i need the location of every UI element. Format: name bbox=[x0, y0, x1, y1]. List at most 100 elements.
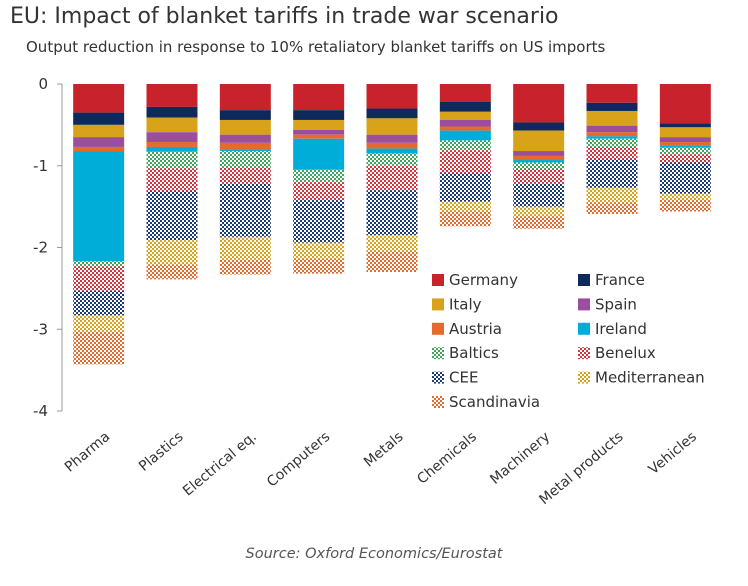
bar-segment-scandinavia bbox=[513, 216, 565, 229]
bar-segment-benelux bbox=[219, 167, 271, 184]
bar-segment-scandinavia bbox=[219, 259, 271, 275]
source-note: Source: Oxford Economics/Eurostat bbox=[245, 546, 503, 562]
bar-segment-baltics bbox=[293, 169, 345, 183]
bar-segment-austria bbox=[439, 126, 491, 131]
x-tick-label: Chemicals bbox=[414, 429, 480, 488]
bar-segment-ireland bbox=[586, 136, 638, 139]
bar-segment-austria bbox=[73, 146, 125, 152]
y-tick-label: 0 bbox=[38, 75, 48, 93]
bar-segment-austria bbox=[659, 142, 711, 146]
bar-segment-mediterranean bbox=[146, 240, 198, 265]
bar-segment-benelux bbox=[146, 168, 198, 192]
bar-segment-france bbox=[73, 112, 125, 125]
bar-segment-germany bbox=[513, 84, 565, 123]
legend-label: CEE bbox=[449, 369, 478, 387]
bar-segment-germany bbox=[293, 84, 345, 111]
legend-label: Baltics bbox=[449, 344, 499, 362]
legend-swatch bbox=[578, 371, 590, 384]
legend-swatch bbox=[578, 298, 590, 311]
legend-label: Ireland bbox=[595, 320, 647, 338]
legend-item-cee: CEE bbox=[432, 369, 478, 387]
bar-segment-france bbox=[293, 110, 345, 120]
bar-segment-cee bbox=[659, 162, 711, 194]
bar-segment-ireland bbox=[366, 148, 418, 154]
legend-label: Italy bbox=[449, 295, 482, 313]
bar-segment-benelux bbox=[513, 169, 565, 184]
bar-segment-austria bbox=[366, 142, 418, 149]
chart-title: EU: Impact of blanket tariffs in trade w… bbox=[10, 4, 559, 29]
bar-segment-spain bbox=[219, 134, 271, 143]
bar-segment-spain bbox=[293, 129, 345, 135]
bar-segment-austria bbox=[293, 134, 345, 139]
bar-segment-ireland bbox=[146, 146, 198, 152]
bar-segment-austria bbox=[146, 142, 198, 147]
legend-swatch bbox=[432, 396, 444, 408]
y-tick-label: -4 bbox=[33, 402, 48, 420]
bar-segment-scandinavia bbox=[439, 211, 491, 227]
legend-label: Mediterranean bbox=[595, 369, 705, 387]
bar-stack-computers bbox=[293, 84, 345, 274]
legend-swatch bbox=[432, 371, 444, 384]
legend: Germany Italy Austria Baltics CEE Scandinavia… bbox=[420, 266, 720, 416]
bar-stack-vehicles bbox=[659, 84, 711, 212]
bar-segment-ireland bbox=[73, 151, 125, 262]
bar-segment-italy bbox=[439, 111, 491, 120]
x-tick-label: Plastics bbox=[136, 429, 187, 475]
bar-segment-italy bbox=[513, 130, 565, 152]
legend-label: France bbox=[595, 271, 645, 289]
bar-segment-benelux bbox=[73, 266, 125, 291]
bar-segment-mediterranean bbox=[439, 201, 491, 212]
bar-segment-italy bbox=[366, 118, 418, 135]
bar-segment-mediterranean bbox=[293, 242, 345, 259]
bar-segment-baltics bbox=[219, 151, 271, 168]
bar-segment-baltics bbox=[659, 147, 711, 155]
x-tick-label: Metals bbox=[361, 429, 406, 471]
bar-segment-spain bbox=[366, 134, 418, 143]
legend-item-scandinavia: Scandinavia bbox=[432, 393, 540, 411]
bar-stack-metal-products bbox=[586, 84, 638, 214]
bar-segment-italy bbox=[586, 110, 638, 126]
x-tick-label: Computers bbox=[264, 429, 333, 491]
legend-label: Benelux bbox=[595, 344, 656, 362]
bar-segment-baltics bbox=[439, 140, 491, 151]
legend-background bbox=[420, 266, 720, 416]
chart-subtitle: Output reduction in response to 10% reta… bbox=[26, 38, 606, 56]
bar-segment-cee bbox=[439, 173, 491, 202]
legend-item-mediterranean: Mediterranean bbox=[578, 369, 705, 387]
bar-segment-benelux bbox=[366, 165, 418, 191]
bar-segment-germany bbox=[366, 84, 418, 109]
legend-swatch bbox=[432, 274, 444, 286]
bar-segment-scandinavia bbox=[586, 202, 638, 214]
bar-segment-baltics bbox=[513, 162, 565, 170]
legend-item-baltics: Baltics bbox=[432, 344, 499, 362]
bar-segment-mediterranean bbox=[586, 187, 638, 203]
bar-segment-italy bbox=[146, 117, 198, 133]
bar-segment-baltics bbox=[366, 153, 418, 166]
legend-item-benelux: Benelux bbox=[578, 344, 656, 362]
bar-segment-cee bbox=[366, 190, 418, 236]
bar-segment-cee bbox=[586, 159, 638, 188]
bar-segment-spain bbox=[439, 119, 491, 127]
legend-label: Germany bbox=[449, 271, 518, 289]
x-tick-label: Pharma bbox=[62, 429, 113, 476]
bar-stack-plastics bbox=[146, 84, 198, 280]
bar-segment-ireland bbox=[439, 130, 491, 141]
bar-segment-ireland bbox=[513, 160, 565, 163]
legend-item-ireland: Ireland bbox=[578, 320, 647, 338]
bar-segment-mediterranean bbox=[73, 315, 125, 332]
bar-segment-ireland bbox=[293, 138, 345, 170]
bar-segment-italy bbox=[293, 119, 345, 130]
bar-segment-benelux bbox=[586, 146, 638, 160]
bar-segment-cee bbox=[513, 183, 565, 207]
y-tick-label: -3 bbox=[33, 320, 48, 338]
bar-segment-france bbox=[366, 108, 418, 119]
bar-segment-cee bbox=[293, 200, 345, 243]
bar-segment-france bbox=[146, 106, 198, 118]
bar-segment-spain bbox=[586, 125, 638, 133]
bar-segment-ireland bbox=[659, 145, 711, 148]
bar-segment-baltics bbox=[146, 151, 198, 169]
bar-segment-mediterranean bbox=[659, 193, 711, 201]
y-tick-label: -2 bbox=[33, 239, 48, 257]
